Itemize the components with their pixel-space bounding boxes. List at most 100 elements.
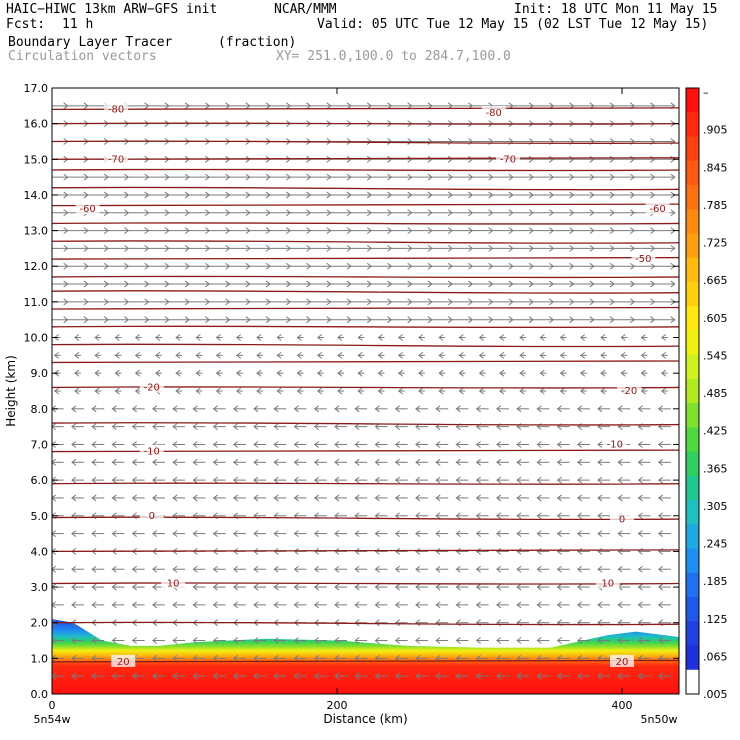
- wind-vector-head: [374, 637, 380, 644]
- contour-label-bg: [481, 105, 506, 118]
- wind-vector-head: [528, 316, 534, 324]
- wind-vector-head: [508, 262, 514, 270]
- wind-vector-head: [427, 316, 433, 324]
- colorbar-swatch: [686, 621, 699, 647]
- wind-vector-head: [326, 173, 332, 181]
- wind-vector-head: [475, 601, 481, 609]
- wind-vector-head: [184, 262, 190, 270]
- wind-vector-head: [366, 298, 373, 306]
- wind-vector-head: [212, 494, 218, 502]
- wind-vector-head: [427, 245, 433, 252]
- wind-vector-head: [293, 423, 299, 431]
- wind-vector-head: [597, 405, 603, 413]
- y-tick-label: 3.0: [31, 581, 49, 594]
- wind-vector-head: [455, 494, 461, 502]
- wind-vector-head: [53, 351, 60, 359]
- wind-vector-head: [508, 209, 514, 217]
- wind-vector-head: [657, 494, 664, 502]
- wind-vector-head: [374, 530, 380, 537]
- wind-vector-head: [144, 227, 150, 234]
- colorbar-swatch: [686, 645, 699, 671]
- wind-vector-head: [629, 280, 636, 288]
- wind-vector-head: [63, 191, 69, 199]
- wind-vector-head: [374, 512, 380, 520]
- wind-vector-head: [435, 548, 441, 555]
- wind-vector-head: [71, 654, 77, 662]
- wind-vector-head: [536, 565, 542, 573]
- wind-vector-head: [256, 334, 262, 341]
- wind-vector-head: [164, 262, 170, 270]
- wind-vector-head: [499, 351, 505, 359]
- wind-vector-head: [334, 530, 340, 537]
- circulation-vectors: [52, 102, 676, 680]
- wind-vector-head: [256, 369, 262, 377]
- wind-vector-head: [225, 280, 231, 288]
- wind-vector-head: [657, 672, 664, 680]
- wind-vector-head: [488, 173, 494, 181]
- wind-vector-head: [337, 387, 343, 395]
- wind-vector-head: [192, 530, 198, 537]
- wind-vector-head: [447, 245, 453, 252]
- wind-vector-head: [387, 209, 393, 217]
- wind-vector-head: [195, 387, 201, 395]
- wind-vector-head: [418, 334, 424, 341]
- wind-vector-head: [164, 102, 170, 110]
- wind-vector-head: [94, 334, 100, 341]
- wind-vector-head: [579, 334, 586, 341]
- colorbar-swatch: [686, 306, 699, 331]
- contour-line: [52, 482, 679, 485]
- wind-vector-head: [609, 209, 615, 217]
- wind-vector-head: [205, 173, 211, 181]
- wind-vector-head: [91, 458, 97, 466]
- colorbar-label: .605: [703, 312, 728, 325]
- contour-line: [52, 306, 679, 310]
- wind-vector-head: [519, 387, 525, 395]
- wind-vector-head: [232, 458, 239, 466]
- wind-vector-head: [195, 369, 201, 377]
- x-left-location: 5n54w: [34, 713, 71, 726]
- wind-vector-head: [175, 334, 181, 341]
- wind-vector-head: [556, 494, 562, 502]
- wind-vector-head: [152, 530, 158, 537]
- colorbar-swatch: [686, 160, 699, 186]
- wind-vector-head: [589, 209, 595, 217]
- wind-vector-head: [415, 512, 421, 520]
- wind-vector-head: [447, 280, 453, 288]
- wind-vector-head: [192, 654, 198, 662]
- wind-vector-head: [114, 387, 120, 395]
- wind-vector-head: [52, 530, 57, 537]
- wind-vector-head: [306, 227, 312, 234]
- wind-vector-head: [576, 494, 583, 502]
- wind-vector-head: [589, 298, 595, 306]
- contour-label: 20: [117, 657, 130, 668]
- y-axis-label: Height (km): [4, 355, 18, 426]
- wind-vector-head: [285, 316, 292, 324]
- wind-vector-head: [650, 227, 656, 234]
- wind-vector-head: [74, 387, 80, 395]
- wind-vector-head: [559, 369, 565, 377]
- wind-vector-head: [435, 441, 441, 448]
- wind-vector-head: [536, 458, 542, 466]
- y-tick-label: 9.0: [31, 367, 49, 380]
- wind-vector-head: [225, 209, 231, 217]
- wind-vector-head: [103, 280, 110, 288]
- wind-vector-head: [215, 387, 221, 395]
- wind-vector-head: [225, 102, 231, 110]
- contour-label-bg: [139, 508, 164, 521]
- wind-vector-head: [103, 227, 110, 234]
- colorbar-label: .125: [703, 613, 728, 626]
- wind-vector-head: [468, 298, 474, 306]
- wind-vector-head: [114, 351, 120, 359]
- colorbar-label: .725: [703, 237, 728, 250]
- wind-vector-head: [415, 476, 421, 484]
- colorbar-label: .905: [703, 124, 728, 137]
- wind-vector-head: [63, 316, 69, 324]
- wind-vector-head: [576, 405, 583, 413]
- wind-vector-head: [475, 476, 481, 484]
- wind-vector-head: [285, 102, 292, 110]
- y-tick-label: 2.0: [31, 617, 49, 630]
- wind-vector-head: [589, 191, 595, 199]
- wind-vector-head: [458, 351, 464, 359]
- wind-vector-head: [496, 548, 502, 555]
- wind-vector-head: [131, 530, 137, 537]
